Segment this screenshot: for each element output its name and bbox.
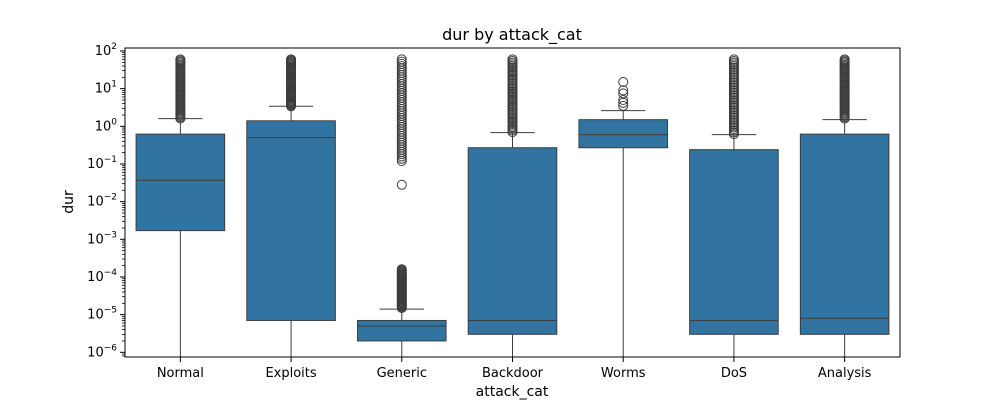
outlier-point <box>618 88 629 99</box>
outlier-point <box>618 85 629 96</box>
y-tick-label: 10−1 <box>87 155 117 172</box>
box-generic <box>357 54 447 357</box>
plot-area: 10−6 10−5 10−4 10−3 10−2 10−1 100 101 102 Normal E… <box>87 42 901 381</box>
axes-frame <box>124 47 901 358</box>
iqr-box <box>578 119 669 149</box>
box-worms <box>578 77 669 357</box>
box-backdoor <box>467 54 558 357</box>
box-analysis <box>799 54 890 357</box>
outlier-point <box>286 54 297 65</box>
x-tick-label: Generic <box>377 366 427 381</box>
outlier-point <box>618 94 629 105</box>
outlier-point <box>728 54 739 65</box>
y-tick-label: 100 <box>95 117 118 134</box>
y-tick-label: 10−6 <box>87 343 117 360</box>
outlier-point <box>507 54 518 65</box>
chart-title: dur by attack_cat <box>442 25 582 45</box>
outlier-point <box>618 100 629 111</box>
y-tick-label: 10−3 <box>87 230 117 247</box>
x-tick-label: Analysis <box>818 366 872 381</box>
outlier-point <box>396 56 407 67</box>
outlier-point <box>396 179 407 190</box>
y-axis-label: dur <box>61 190 77 214</box>
outlier-point <box>839 63 850 74</box>
box-exploits <box>246 54 336 357</box>
x-axis-label: attack_cat <box>476 384 549 400</box>
outlier-point <box>839 65 850 76</box>
iqr-box <box>246 120 336 321</box>
y-tick-label: 10−4 <box>87 268 117 285</box>
outlier-point <box>839 87 850 98</box>
iqr-box <box>357 319 447 342</box>
outlier-point <box>396 61 407 72</box>
iqr-box <box>467 147 558 335</box>
box-normal <box>135 54 226 357</box>
outlier-point <box>618 77 629 88</box>
x-tick-label: Normal <box>157 366 204 381</box>
outlier-point <box>396 264 407 275</box>
outlier-point <box>396 54 407 65</box>
iqr-box <box>799 133 890 335</box>
y-tick-label: 101 <box>95 80 117 97</box>
x-tick-label: Backdoor <box>482 366 544 381</box>
y-tick-label: 10−5 <box>87 306 117 323</box>
box-dos <box>689 54 779 357</box>
iqr-box <box>135 133 226 232</box>
y-tick-label: 10−2 <box>87 193 117 210</box>
iqr-box <box>689 149 779 335</box>
outlier-point <box>175 54 186 65</box>
x-tick-label: Exploits <box>265 366 316 381</box>
x-tick-label: Worms <box>601 366 646 381</box>
x-tick-label: DoS <box>721 366 747 381</box>
outlier-point <box>396 58 407 69</box>
y-tick-label: 102 <box>95 42 117 59</box>
